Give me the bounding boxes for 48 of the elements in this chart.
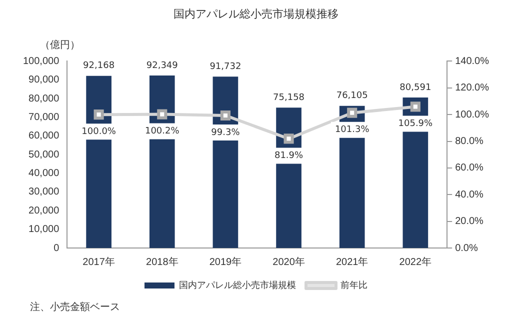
x-tick-label: 2018年 [146,256,178,268]
y-tick-label: 80,000 [28,93,60,104]
y2-tick-label: 40.0% [455,189,484,200]
y2-tick-label: 120.0% [455,82,490,94]
data-label: 81.9% [274,151,304,162]
y2-tick-label: 100.0% [455,109,490,120]
chart-title: 国内アパレル総小売市場規模推移 [174,8,338,21]
y-tick-label: 100,000 [22,56,60,67]
point [157,109,168,120]
point [284,134,294,144]
y2-tick-label: 0.0% [455,242,478,254]
data-label: 92,349 [146,60,178,71]
y-tick-label: 0 [54,242,60,254]
point [347,108,358,118]
point [220,110,230,121]
y2-tick-label: 140.0% [455,56,490,67]
data-label: 101.3% [334,125,370,136]
data-label: 76,105 [336,91,368,102]
y2-tick-label: 60.0% [455,162,484,174]
y-tick-label: 90,000 [28,74,60,86]
y-tick-label: 70,000 [28,112,60,123]
y-tick-label: 20,000 [28,205,60,216]
x-tick-label: 2020年 [272,256,305,268]
point [410,102,420,112]
x-tick-label: 2019年 [209,256,242,268]
y-tick-label: 30,000 [28,186,60,198]
y-tick-label: 10,000 [28,224,60,236]
legend-label: 国内アパレル総小売市場規模 [179,280,296,290]
data-label: 92,168 [83,61,115,72]
text: 注、小売金額ベース [30,300,120,314]
y2-tick-label: 20.0% [455,216,484,228]
x-tick-label: 2021年 [336,256,368,268]
y-tick-label: 50,000 [28,149,60,160]
legend-label: 前年比 [340,280,368,290]
data-label: 100.2% [144,126,180,137]
y-axis-title: （億円） [40,38,80,52]
data-label: 91,732 [210,62,242,72]
data-label: 100.0% [82,126,116,137]
x-tick-label: 2022年 [399,256,432,268]
point [94,110,104,120]
y-tick-label: 60,000 [28,130,60,142]
data-label: 75,158 [273,92,305,103]
x-tick-label: 2017年 [82,256,115,268]
data-label: 80,591 [400,82,432,93]
data-label: 99.3% [211,128,240,138]
y-tick-label: 40,000 [28,168,60,180]
data-label: 105.9% [398,119,434,130]
y2-tick-label: 80.0% [455,136,484,148]
